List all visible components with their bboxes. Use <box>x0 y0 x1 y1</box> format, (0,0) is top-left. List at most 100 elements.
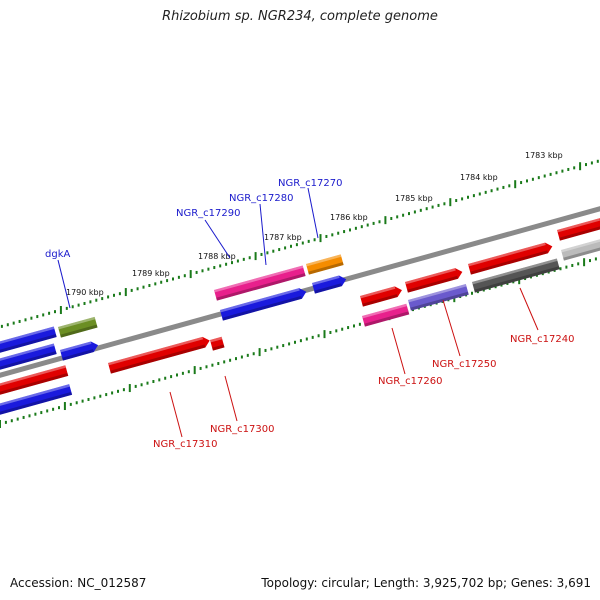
gene-block[interactable] <box>405 267 464 293</box>
minor-tick <box>571 263 574 267</box>
gene-label-NGR_c17290[interactable]: NGR_c17290 <box>176 208 241 219</box>
gene-label-NGR_c17280[interactable]: NGR_c17280 <box>229 193 294 204</box>
gene-block[interactable] <box>0 326 57 354</box>
gene-block[interactable] <box>557 217 600 241</box>
gene-block-NGR_c17270[interactable] <box>306 254 344 275</box>
gene-block-shade <box>474 266 560 293</box>
gene-block-highlight <box>362 303 407 319</box>
minor-tick <box>526 179 528 183</box>
minor-tick <box>65 306 68 310</box>
gene-block[interactable] <box>561 237 600 261</box>
gene-block-highlight <box>0 326 55 346</box>
minor-tick <box>236 259 239 263</box>
gene-labels: NGR_c17270 NGR_c17280 NGR_c17290 dgkA NG… <box>45 178 575 450</box>
gene-block-shade <box>364 311 410 327</box>
gene-label-NGR_c17310[interactable]: NGR_c17310 <box>153 439 218 450</box>
minor-tick <box>30 316 33 320</box>
gene-block[interactable] <box>312 274 348 294</box>
gene-label-NGR_c17270[interactable]: NGR_c17270 <box>278 178 343 189</box>
minor-tick <box>490 189 493 193</box>
minor-tick <box>146 381 149 385</box>
minor-tick <box>402 213 405 217</box>
gene-block-NGR_c17250[interactable] <box>408 283 469 311</box>
minor-tick <box>443 202 446 206</box>
minor-tick <box>172 277 174 281</box>
minor-tick <box>502 185 505 189</box>
gene-label-NGR_c17260[interactable]: NGR_c17260 <box>378 376 443 387</box>
gene-label-NGR_c17300[interactable]: NGR_c17300 <box>210 424 275 435</box>
gene-block-shade <box>559 225 600 241</box>
major-tick <box>193 366 196 375</box>
gene-block[interactable] <box>60 340 100 361</box>
minor-tick <box>223 360 226 364</box>
minor-tick <box>75 401 78 405</box>
gene-block-highlight <box>472 258 558 285</box>
minor-tick <box>246 353 249 357</box>
minor-tick <box>290 244 292 248</box>
minor-tick <box>122 388 125 392</box>
minor-tick <box>130 288 133 292</box>
gene-block-body <box>306 254 344 275</box>
minor-tick <box>567 167 570 171</box>
minor-tick <box>12 321 15 325</box>
gene-block-shade <box>314 283 342 294</box>
tick-label-1789: 1789 kbp <box>132 269 170 278</box>
minor-tick <box>266 251 269 255</box>
gene-label-NGR_c17240[interactable]: NGR_c17240 <box>510 334 575 345</box>
minor-tick <box>6 323 9 327</box>
gene-block-NGR_c17290[interactable] <box>214 265 306 301</box>
minor-tick <box>93 396 96 400</box>
minor-tick <box>107 295 110 299</box>
major-tick <box>59 306 62 315</box>
gene-block-highlight <box>306 254 342 267</box>
minor-tick <box>95 298 98 302</box>
tick-label-1784: 1784 kbp <box>460 173 498 182</box>
gene-block-NGR_c17310[interactable] <box>108 335 211 374</box>
leader-line <box>442 299 461 357</box>
gene-block[interactable] <box>360 285 403 307</box>
minor-tick <box>294 340 296 344</box>
gene-block-highlight <box>408 283 467 303</box>
minor-tick <box>408 212 410 216</box>
gene-block-NGR_c17280[interactable] <box>220 287 308 321</box>
minor-tick <box>585 163 587 167</box>
gene-block-NGR_c17300[interactable] <box>210 336 225 351</box>
minor-tick <box>252 352 255 356</box>
minor-tick <box>272 249 275 253</box>
minor-tick <box>349 228 351 232</box>
minor-tick <box>484 190 487 194</box>
minor-tick <box>337 231 340 235</box>
gene-block[interactable] <box>0 365 69 396</box>
gene-block-shade <box>410 291 469 311</box>
gene-block[interactable] <box>0 343 57 371</box>
minor-tick <box>358 322 361 326</box>
minor-tick <box>596 159 599 163</box>
minor-tick <box>22 415 25 419</box>
minor-tick <box>455 199 458 203</box>
minor-tick <box>52 407 55 411</box>
minor-tick <box>260 252 263 256</box>
gene-block-shade <box>0 391 73 416</box>
gene-block-dgkA[interactable] <box>58 316 98 338</box>
minor-tick <box>42 313 45 317</box>
minor-tick <box>89 300 92 304</box>
major-tick <box>449 198 452 207</box>
minor-tick <box>148 284 151 288</box>
gene-label-NGR_c17250[interactable]: NGR_c17250 <box>432 359 497 370</box>
minor-tick <box>140 383 143 387</box>
gene-block-highlight <box>557 218 600 233</box>
gene-block[interactable] <box>0 384 73 416</box>
minor-tick <box>329 330 332 334</box>
gene-block-NGR_c17240[interactable] <box>472 258 560 293</box>
minor-tick <box>142 285 145 289</box>
minor-tick <box>577 262 580 266</box>
minor-tick <box>242 257 245 261</box>
gene-block[interactable] <box>468 241 554 275</box>
gene-block-body <box>0 343 57 371</box>
gene-block-highlight <box>312 275 340 286</box>
gene-block-body <box>408 283 469 311</box>
major-tick <box>63 402 66 411</box>
gene-block-NGR_c17260[interactable] <box>362 303 410 327</box>
gene-label-dgkA[interactable]: dgkA <box>45 249 70 260</box>
